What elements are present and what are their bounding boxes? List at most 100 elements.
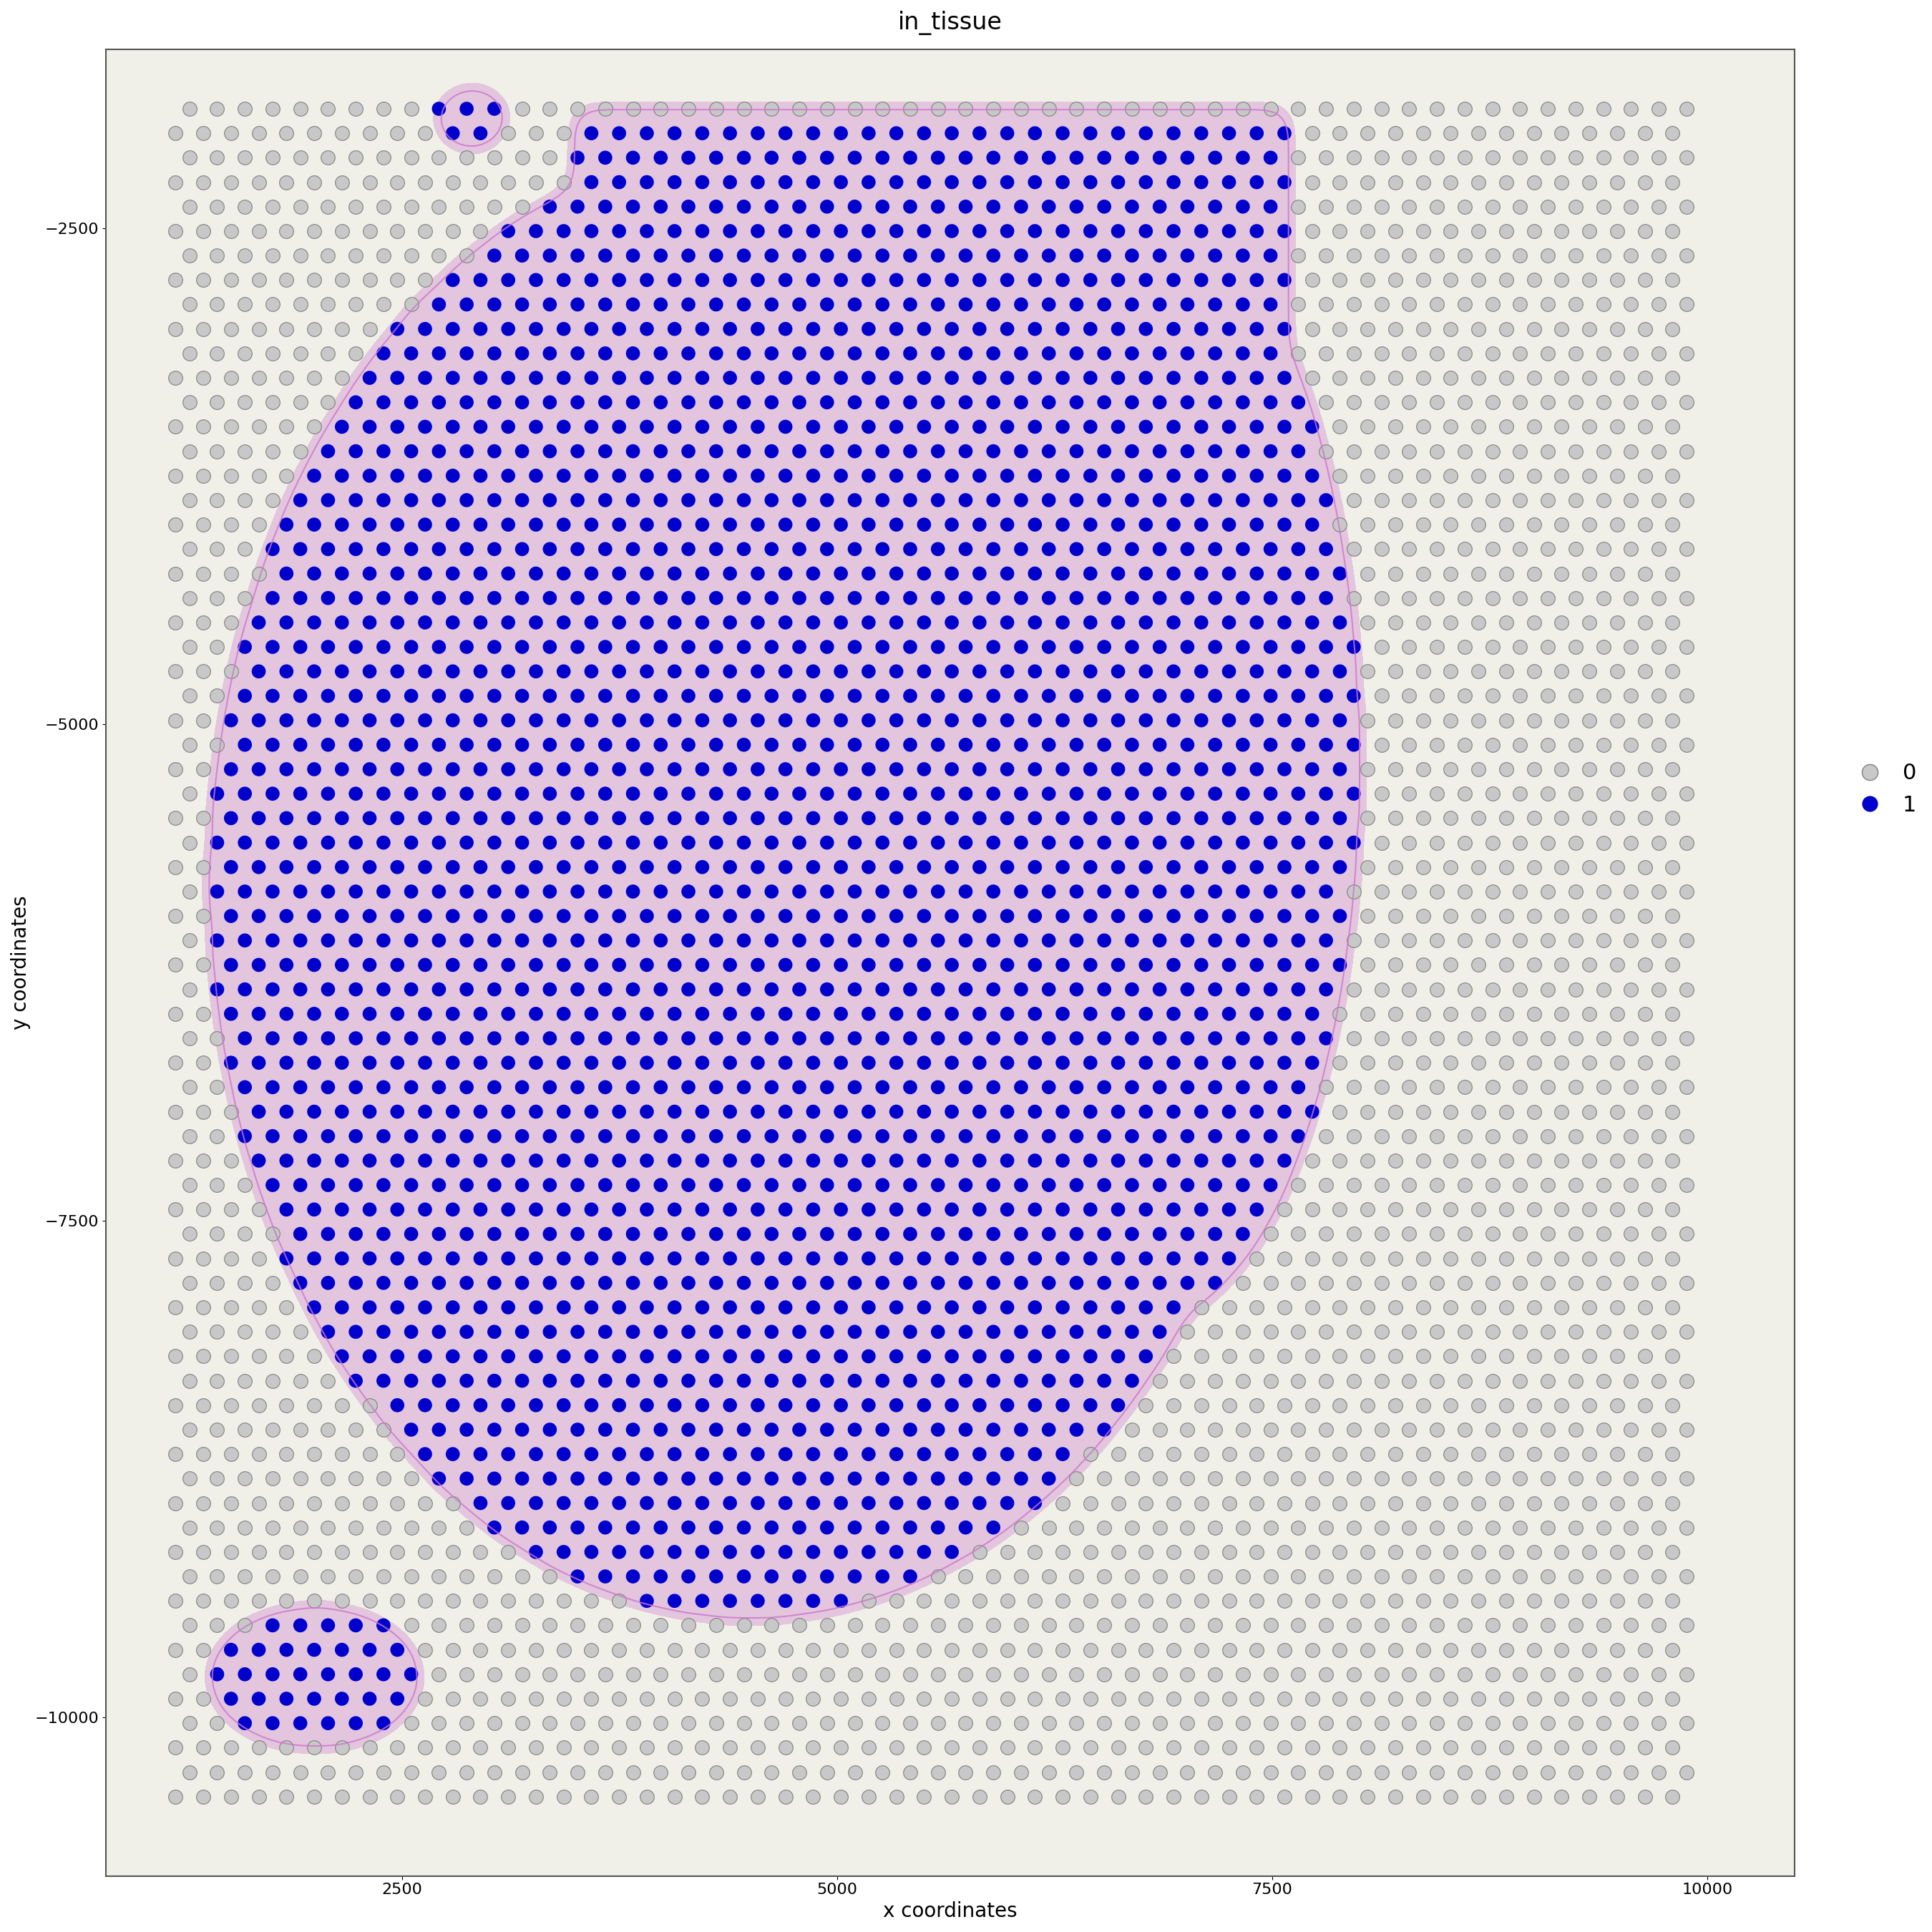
Point [1173,827,1204,858]
Point [201,437,232,468]
Point [771,558,802,589]
Point [701,680,732,711]
Point [1256,779,1287,810]
Point [187,313,218,344]
Point [1435,1683,1466,1714]
Point [922,875,952,906]
Point [1325,753,1356,784]
Point [1629,852,1660,883]
Point [1283,1169,1314,1200]
Point [216,558,247,589]
Point [742,558,773,589]
Point [645,680,676,711]
Point [1435,1146,1466,1177]
Point [562,143,593,174]
Point [1463,1439,1493,1470]
Point [645,290,676,321]
Point [216,753,247,784]
Point [1352,1341,1383,1372]
Point [742,118,773,149]
Point [1130,657,1161,688]
Point [854,1293,885,1323]
Point [410,558,440,589]
Point [659,1733,690,1764]
Point [1339,1756,1370,1787]
Point [1422,1022,1453,1053]
Point [991,802,1022,833]
Point [881,558,912,589]
Point [1588,191,1619,222]
Point [1575,363,1605,394]
Point [1007,533,1037,564]
Point [1157,1586,1188,1617]
Point [825,753,856,784]
Point [284,485,315,516]
Point [230,728,261,759]
Point [1007,191,1037,222]
Point [1310,680,1341,711]
Point [506,779,537,810]
Point [1213,1439,1244,1470]
Point [160,265,191,296]
Point [951,1121,981,1151]
Point [1117,240,1148,270]
Point [160,657,191,688]
Point [1393,1366,1424,1397]
Point [728,1756,759,1787]
Point [838,827,869,858]
Point [1559,1219,1590,1250]
Point [437,460,468,491]
Point [201,1169,232,1200]
Point [589,680,620,711]
Point [1157,460,1188,491]
Point [230,533,261,564]
Point [562,1267,593,1298]
Point [1559,1316,1590,1347]
Point [1408,1047,1439,1078]
Point [520,1194,551,1225]
Point [1559,779,1590,810]
Point [410,313,440,344]
Point [437,558,468,589]
Point [1575,900,1605,931]
Point [1352,1536,1383,1567]
Point [1130,999,1161,1030]
Point [937,607,968,638]
Point [659,1194,690,1225]
Point [1546,1341,1577,1372]
Point [313,1609,344,1640]
Point [1352,705,1383,736]
Point [383,1341,413,1372]
Point [1283,1022,1314,1053]
Point [1296,1242,1327,1273]
Point [908,999,939,1030]
Point [230,338,261,369]
Point [672,1267,703,1298]
Point [1435,705,1466,736]
Point [825,1194,856,1225]
Point [645,1609,676,1640]
Point [284,338,315,369]
Point [951,191,981,222]
Point [1339,386,1370,417]
Point [1575,1047,1605,1078]
Point [257,875,288,906]
Point [1186,1194,1217,1225]
Point [396,1660,427,1690]
Point [701,1267,732,1298]
Point [1157,1781,1188,1812]
Point [1256,1609,1287,1640]
Point [576,802,607,833]
Point [506,583,537,614]
Point [506,1660,537,1690]
Point [160,118,191,149]
Point [506,875,537,906]
Point [937,1439,968,1470]
Point [367,728,398,759]
Point [1505,338,1536,369]
Point [1629,1488,1660,1519]
Point [1505,875,1536,906]
Point [327,852,357,883]
Point [201,779,232,810]
Point [686,802,717,833]
